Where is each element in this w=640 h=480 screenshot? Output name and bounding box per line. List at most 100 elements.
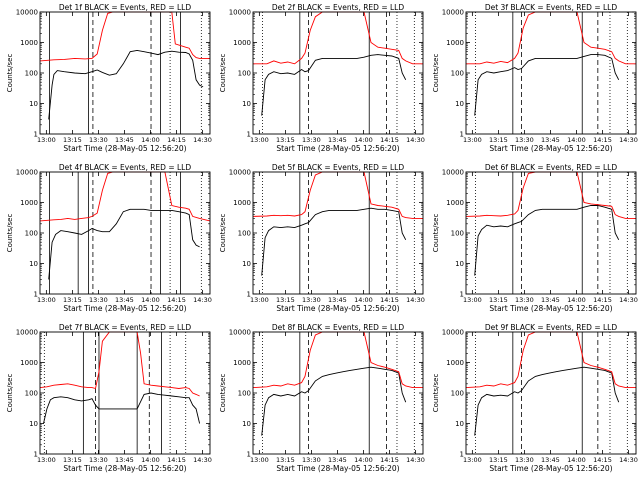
y-tick-label: 100 [25,70,38,78]
chart-title: Det 9f BLACK = Events, RED = LLD [485,323,618,332]
x-tick-label: 13:45 [115,456,134,464]
y-tick-label: 100 [451,390,464,398]
x-tick-label: 14:30 [193,296,212,304]
y-tick-label: 1 [247,291,251,299]
plot-frame [252,331,424,455]
y-tick-label: 10000 [442,9,464,17]
x-tick-label: 14:15 [167,136,186,144]
y-axis-label: Counts/sec [219,214,227,253]
x-tick-label: 14:15 [167,296,186,304]
series-line-events [474,54,620,116]
x-tick-label: 14:30 [619,296,638,304]
x-tick-label: 13:45 [328,456,347,464]
plot-frame [39,171,211,295]
x-tick-label: 13:45 [115,296,134,304]
x-tick-label: 14:30 [406,136,425,144]
x-tick-label: 14:15 [593,296,612,304]
chart-title: Det 8f BLACK = Events, RED = LLD [272,323,405,332]
x-tick-label: 14:15 [380,136,399,144]
x-tick-label: 13:30 [302,296,321,304]
x-tick-label: 13:15 [276,296,295,304]
y-tick-label: 1000 [233,359,251,367]
y-tick-label: 1000 [233,39,251,47]
y-tick-label: 100 [238,390,251,398]
y-tick-label: 10 [242,420,251,428]
y-tick-label: 10 [455,100,464,108]
y-tick-label: 10000 [229,329,251,337]
chart-title: Det 4f BLACK = Events, RED = LLD [59,163,192,172]
series-line-lld [466,11,636,65]
x-axis-label: Start Time (28-May-05 12:56:20) [63,144,186,153]
series-line-lld [39,11,210,62]
chart-title: Det 7f BLACK = Events, RED = LLD [59,323,192,332]
plot-frame [39,11,211,135]
y-tick-label: 1 [460,291,464,299]
x-tick-label: 13:00 [463,296,482,304]
x-tick-label: 14:30 [406,456,425,464]
x-tick-label: 14:15 [593,136,612,144]
y-tick-label: 10 [455,420,464,428]
y-tick-label: 100 [451,230,464,238]
x-axis-label: Start Time (28-May-05 12:56:20) [63,464,186,473]
x-tick-label: 13:00 [37,136,56,144]
x-axis-label: Start Time (28-May-05 12:56:20) [489,464,612,473]
y-tick-label: 100 [238,230,251,238]
y-tick-label: 1 [247,451,251,459]
y-axis-label: Counts/sec [6,374,14,413]
y-tick-label: 10000 [229,169,251,177]
y-tick-label: 1 [34,291,38,299]
chart-panel-1: Det 1f BLACK = Events, RED = LLD Counts/s… [6,3,212,153]
y-tick-label: 10 [29,420,38,428]
y-tick-label: 1 [34,451,38,459]
x-tick-label: 13:00 [463,456,482,464]
y-tick-label: 1 [34,131,38,139]
series-line-events [474,366,620,436]
plot-frame [39,331,211,455]
x-tick-label: 14:00 [354,456,373,464]
x-tick-label: 13:45 [541,136,560,144]
plot-frame [465,171,637,295]
y-tick-label: 1000 [20,359,38,367]
series-line-lld [253,11,423,65]
x-tick-label: 14:00 [141,296,160,304]
x-axis-label: Start Time (28-May-05 12:56:20) [489,144,612,153]
x-tick-label: 13:30 [89,456,108,464]
x-tick-label: 13:45 [541,296,560,304]
x-tick-label: 13:00 [250,456,269,464]
series-line-lld [39,171,211,222]
y-tick-label: 100 [25,390,38,398]
y-axis-label: Counts/sec [219,374,227,413]
y-tick-label: 1000 [20,39,38,47]
x-tick-label: 14:30 [193,136,212,144]
x-tick-label: 13:30 [302,136,321,144]
y-axis-label: Counts/sec [6,214,14,253]
x-axis-label: Start Time (28-May-05 12:56:20) [489,304,612,313]
x-tick-label: 13:30 [302,456,321,464]
x-axis-label: Start Time (28-May-05 12:56:20) [276,304,399,313]
x-tick-label: 13:15 [489,296,508,304]
x-tick-label: 13:15 [489,136,508,144]
y-tick-label: 1000 [233,199,251,207]
x-axis-label: Start Time (28-May-05 12:56:20) [63,304,186,313]
series-line-events [48,208,200,280]
y-tick-label: 10 [455,260,464,268]
series-line-lld [465,171,636,219]
x-tick-label: 13:30 [89,136,108,144]
plot-frame [465,331,637,455]
x-tick-label: 13:30 [515,456,534,464]
x-tick-label: 14:00 [141,136,160,144]
x-tick-label: 14:00 [354,136,373,144]
y-tick-label: 1000 [446,39,464,47]
chart-title: Det 6f BLACK = Events, RED = LLD [485,163,618,172]
series-line-events [43,392,201,424]
x-axis-label: Start Time (28-May-05 12:56:20) [276,144,399,153]
y-tick-label: 10000 [16,329,38,337]
series-line-events [48,49,204,120]
x-tick-label: 13:00 [250,296,269,304]
chart-panel-2: Det 2f BLACK = Events, RED = LLD Counts/s… [219,3,425,153]
x-tick-label: 14:15 [380,296,399,304]
y-tick-label: 100 [451,70,464,78]
y-tick-label: 10000 [16,9,38,17]
x-tick-label: 13:30 [89,296,108,304]
y-tick-label: 1000 [446,359,464,367]
